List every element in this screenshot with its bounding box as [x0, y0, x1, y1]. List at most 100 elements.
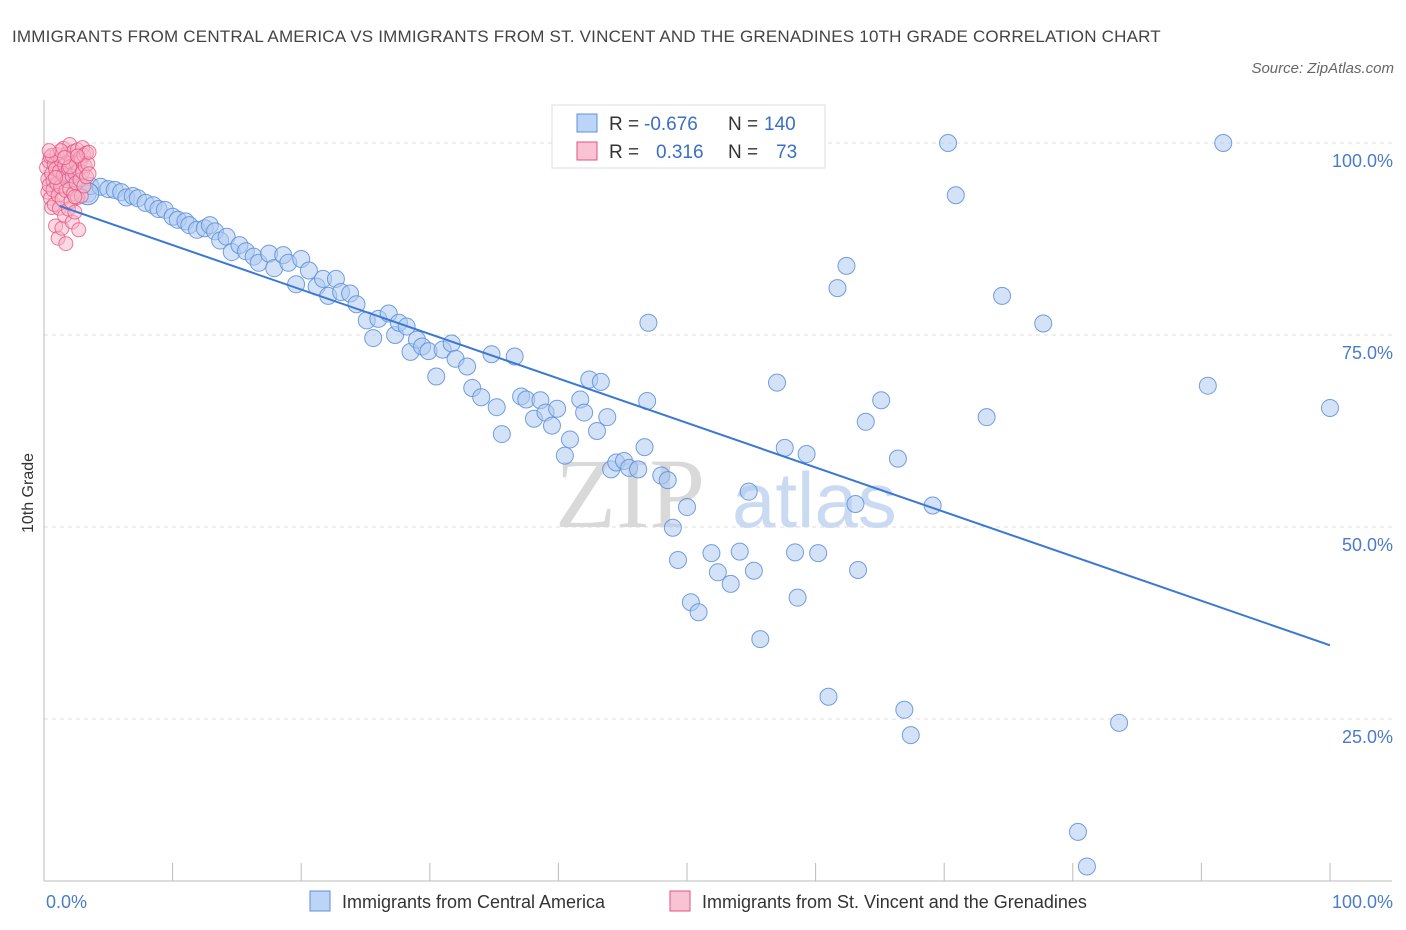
trend-lines — [59, 205, 1331, 647]
data-point-st-vincent — [71, 222, 87, 238]
data-point-central-america — [427, 367, 446, 386]
data-point-central-america — [492, 425, 511, 444]
data-point-central-america — [751, 630, 770, 649]
data-point-central-america — [849, 561, 868, 580]
bottom-legend-label-pink: Immigrants from St. Vincent and the Gren… — [702, 892, 1087, 912]
data-point-central-america — [639, 313, 658, 332]
bottom-legend: Immigrants from Central America Immigran… — [309, 890, 1087, 912]
data-point-central-america — [786, 543, 805, 562]
data-point-central-america — [591, 372, 610, 391]
data-point-central-america — [472, 388, 491, 407]
y-tick-label: 50.0% — [1342, 535, 1393, 555]
legend-swatch-pink — [576, 141, 598, 161]
y-axis-label: 10th Grade — [20, 453, 37, 533]
data-point-st-vincent — [81, 166, 97, 182]
data-point-central-america — [946, 186, 965, 205]
data-point-central-america — [819, 687, 838, 706]
data-point-central-america — [364, 329, 383, 348]
x-tick-label: 100.0% — [1332, 892, 1393, 912]
data-point-central-america — [505, 347, 524, 366]
data-point-central-america — [678, 498, 696, 517]
data-point-central-america — [856, 412, 875, 431]
data-point-st-vincent — [57, 150, 73, 166]
data-point-central-america — [977, 408, 996, 427]
data-point-central-america — [888, 449, 907, 468]
data-point-st-vincent — [67, 189, 83, 205]
series-st-vincent — [39, 137, 97, 252]
gridlines — [44, 142, 1392, 720]
data-point-central-america — [809, 544, 828, 563]
data-point-central-america — [482, 345, 501, 364]
data-point-central-america — [708, 563, 727, 582]
data-point-central-america — [575, 403, 594, 422]
data-point-central-america — [797, 445, 816, 464]
stat-n-value-blue: 140 — [764, 114, 796, 135]
data-point-central-america — [347, 295, 366, 314]
data-point-central-america — [487, 398, 506, 417]
data-point-central-america — [895, 700, 914, 719]
data-point-central-america — [901, 726, 920, 745]
data-point-central-america — [1214, 134, 1233, 152]
stat-n-label-blue: N = — [728, 114, 758, 135]
data-point-central-america — [721, 574, 740, 593]
data-point-central-america — [1198, 376, 1217, 395]
data-point-central-america — [587, 422, 606, 440]
data-point-central-america — [598, 408, 617, 427]
data-point-central-america — [555, 446, 574, 465]
data-point-central-america — [846, 494, 865, 513]
data-point-central-america — [1321, 398, 1339, 417]
stat-r-value-pink: 0.316 — [656, 142, 704, 163]
data-point-central-america — [1110, 713, 1129, 732]
bottom-legend-label-blue: Immigrants from Central America — [342, 892, 606, 912]
y-tick-label: 75.0% — [1342, 343, 1393, 363]
data-point-central-america — [837, 256, 856, 275]
data-point-central-america — [730, 542, 749, 561]
data-point-central-america — [635, 438, 654, 457]
stat-r-value-blue: -0.676 — [644, 114, 698, 135]
data-point-central-america — [768, 373, 787, 392]
data-point-central-america — [458, 357, 477, 376]
legend-swatch-blue — [576, 113, 598, 133]
data-point-central-america — [1034, 314, 1053, 333]
stat-r-label-blue: R = — [609, 114, 639, 135]
data-point-central-america — [702, 544, 721, 563]
data-point-central-america — [788, 588, 807, 607]
data-point-central-america — [939, 134, 958, 152]
data-point-central-america — [658, 471, 677, 490]
data-point-central-america — [668, 551, 687, 570]
stat-n-value-pink: 73 — [776, 142, 797, 163]
data-point-central-america — [739, 482, 758, 501]
chart-title: IMMIGRANTS FROM CENTRAL AMERICA VS IMMIG… — [12, 27, 1161, 46]
data-point-central-america — [548, 399, 567, 418]
data-point-central-america — [663, 518, 682, 537]
data-point-central-america — [629, 460, 648, 479]
watermark: ZIP atlas — [555, 438, 897, 549]
watermark-atlas: atlas — [732, 456, 897, 544]
data-point-st-vincent — [58, 236, 74, 252]
y-tick-label: 100.0% — [1332, 151, 1393, 171]
data-point-st-vincent — [48, 170, 64, 186]
data-point-central-america — [744, 561, 763, 580]
data-point-central-america — [689, 603, 708, 622]
bottom-legend-swatch-blue — [309, 890, 331, 912]
data-point-central-america — [1068, 822, 1087, 841]
data-point-central-america — [560, 430, 579, 449]
data-point-central-america — [993, 286, 1012, 305]
data-point-st-vincent — [41, 143, 57, 159]
y-tick-label: 25.0% — [1342, 727, 1393, 747]
series-central-america — [53, 134, 1339, 876]
x-tick-label: 0.0% — [46, 892, 87, 912]
data-point-central-america — [542, 416, 561, 435]
trend-line-central-america — [59, 205, 1331, 647]
data-point-central-america — [299, 261, 318, 280]
axes — [43, 100, 1392, 882]
stat-n-label-pink: N = — [728, 142, 758, 163]
bottom-legend-swatch-pink — [669, 890, 691, 912]
data-point-central-america — [828, 279, 847, 298]
stats-legend: R = -0.676 N = 140 R = 0.316 N = 73 — [551, 104, 826, 169]
stat-r-label-pink: R = — [609, 142, 639, 163]
data-point-central-america — [1077, 857, 1096, 876]
tick-labels: 100.0% 75.0% 50.0% 25.0% 0.0% 100.0% — [46, 151, 1393, 912]
data-point-st-vincent — [69, 148, 85, 164]
